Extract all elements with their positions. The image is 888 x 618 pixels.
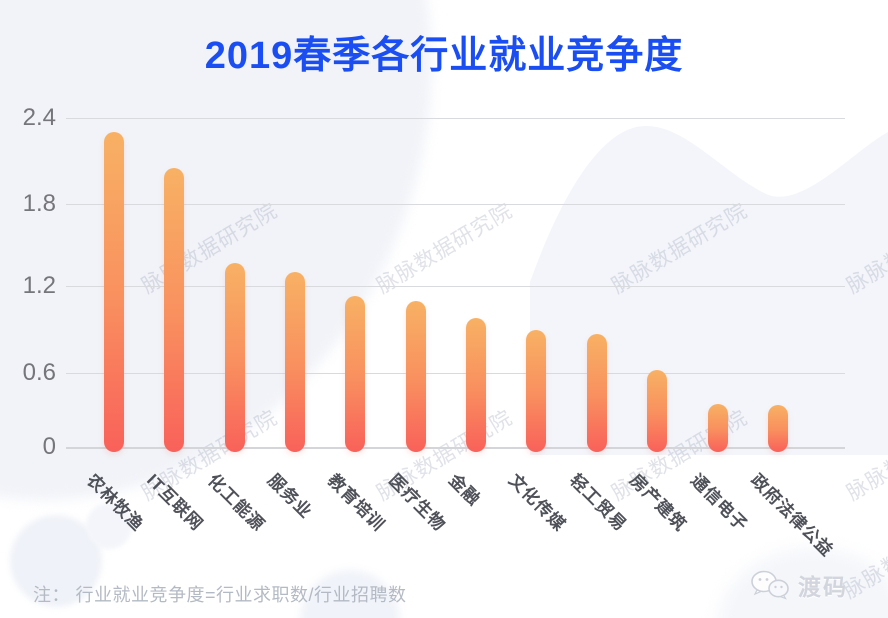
bar-轻工贸易 xyxy=(586,333,607,452)
bar-文化传媒 xyxy=(526,329,547,452)
bar-服务业 xyxy=(285,272,306,452)
x-axis-label-轻工贸易: 轻工贸易 xyxy=(565,470,631,535)
x-axis-label-房产建筑: 房产建筑 xyxy=(626,470,691,535)
bar-医疗生物 xyxy=(405,300,426,452)
y-axis-tick-label: 1.2 xyxy=(22,272,56,299)
gridline-y-2.4 xyxy=(66,118,845,119)
wechat-bubbles-icon xyxy=(751,570,789,600)
bar-IT互联网 xyxy=(164,168,185,452)
x-axis-label-教育培训: 教育培训 xyxy=(324,470,389,535)
y-axis-tick-label: 1.8 xyxy=(22,190,56,217)
bar-政府法律公益 xyxy=(767,405,788,452)
footnote: 注： 行业就业竞争度=行业求职数/行业招聘数 xyxy=(33,585,407,605)
x-axis-label-文化传媒: 文化传媒 xyxy=(505,470,570,535)
x-axis-label-服务业: 服务业 xyxy=(264,470,316,523)
bar-金融 xyxy=(466,317,487,452)
chart-title: 2019春季各行业就业竞争度 xyxy=(204,35,684,77)
gridline-y-0.6 xyxy=(66,373,845,374)
gridline-y-1.8 xyxy=(66,204,845,205)
x-axis-label-金融: 金融 xyxy=(445,470,485,510)
x-axis-label-医疗生物: 医疗生物 xyxy=(384,470,450,535)
bar-教育培训 xyxy=(345,296,366,452)
y-axis-tick-label: 2.4 xyxy=(22,104,56,131)
gridline-y-0 xyxy=(66,447,845,449)
gridline-y-1.2 xyxy=(66,286,845,287)
bar-房产建筑 xyxy=(647,370,668,452)
bar-化工能源 xyxy=(224,262,245,452)
y-axis-tick-label: 0.6 xyxy=(22,359,56,386)
x-axis-label-化工能源: 化工能源 xyxy=(203,470,269,535)
x-axis-label-农林牧渔: 农林牧渔 xyxy=(83,470,148,535)
brand-name: 渡码 xyxy=(798,574,848,600)
brand-logo: 渡码 xyxy=(750,568,848,602)
x-axis-label-IT互联网: IT互联网 xyxy=(143,470,208,535)
x-axis-label-政府法律公益: 政府法律公益 xyxy=(746,470,837,561)
y-axis-tick-label: 0 xyxy=(42,433,56,460)
bar-农林牧渔 xyxy=(104,132,124,452)
x-axis-label-通信电子: 通信电子 xyxy=(686,470,751,535)
bar-通信电子 xyxy=(707,403,728,452)
